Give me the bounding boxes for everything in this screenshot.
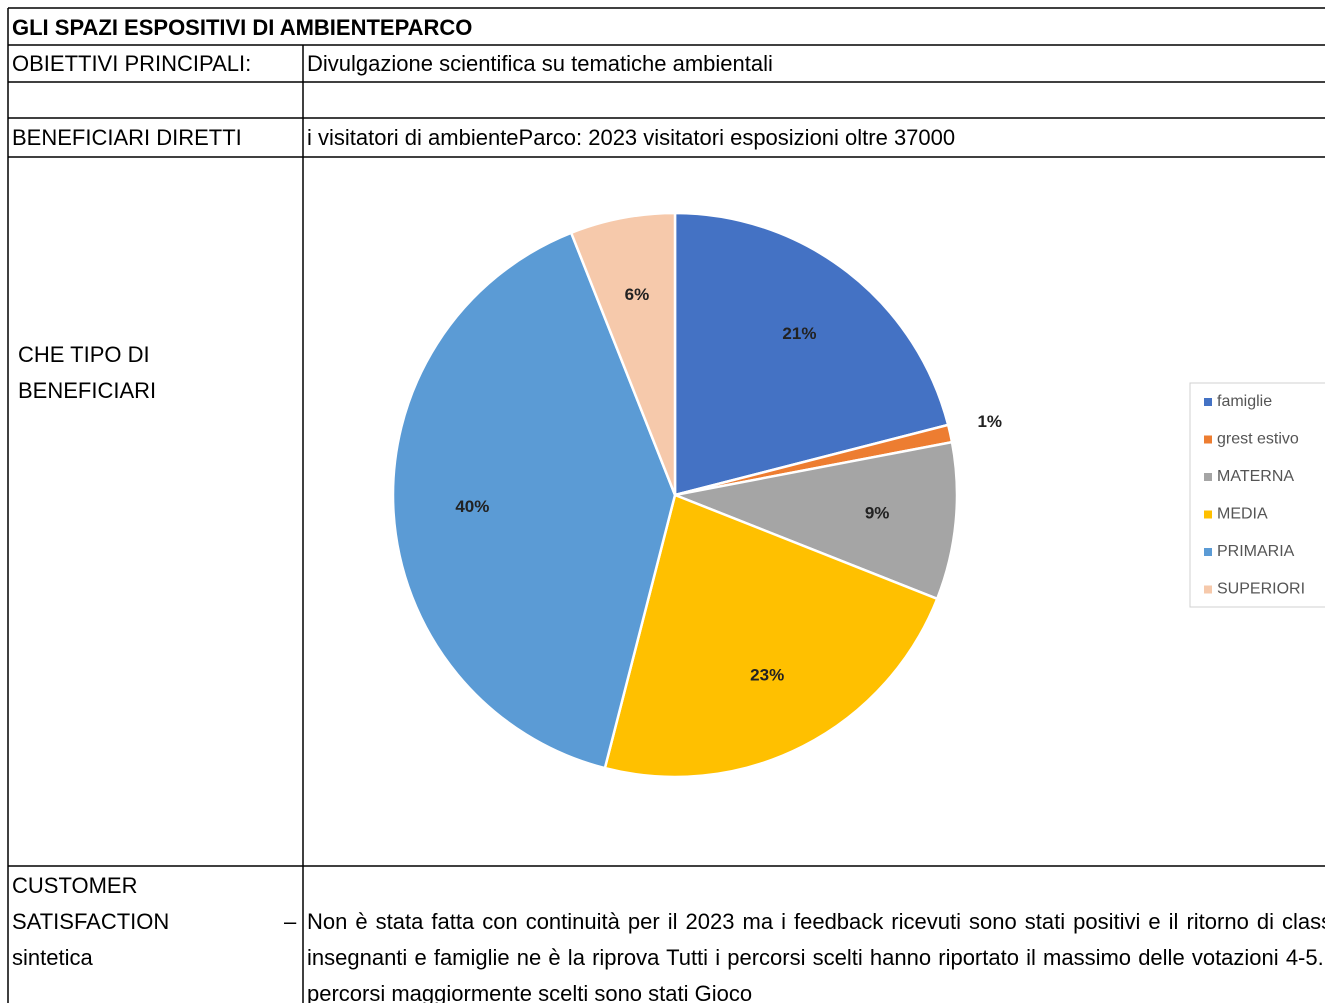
title: GLI SPAZI ESPOSITIVI DI AMBIENTEPARCO bbox=[12, 15, 473, 40]
data-label: 6% bbox=[625, 285, 650, 304]
pie-slice bbox=[569, 211, 677, 496]
row-label: OBIETTIVI PRINCIPALI: bbox=[12, 51, 252, 76]
legend-label: PRIMARIA bbox=[1217, 543, 1295, 560]
data-label: 23% bbox=[750, 665, 784, 684]
legend-label: SUPERIORI bbox=[1217, 581, 1305, 598]
dash: – bbox=[284, 909, 297, 934]
legend-label: grest estivo bbox=[1217, 431, 1299, 448]
pie-slice bbox=[391, 231, 677, 770]
legend-swatch bbox=[1204, 435, 1212, 444]
data-label: 21% bbox=[782, 324, 816, 343]
table-grid bbox=[7, 7, 1325, 1003]
legend-label: MEDIA bbox=[1217, 506, 1268, 523]
legend-swatch bbox=[1204, 548, 1212, 556]
legend-box bbox=[1189, 382, 1325, 608]
pie-slice bbox=[673, 211, 950, 497]
row-value: Non è stata fatta con continuità per il … bbox=[307, 909, 1325, 1003]
legend-swatch bbox=[1204, 473, 1212, 481]
legend-swatch bbox=[1204, 510, 1212, 519]
row-label: CHE TIPO DI BENEFICIARI bbox=[18, 342, 157, 403]
data-label: 9% bbox=[865, 504, 890, 523]
row-label: CUSTOMER SATISFACTION sintetica bbox=[12, 873, 170, 970]
pie-slice bbox=[603, 493, 939, 779]
row-label: BENEFICIARI DIRETTI bbox=[12, 125, 242, 150]
legend-label: famiglie bbox=[1217, 393, 1272, 410]
legend-swatch bbox=[1204, 398, 1212, 406]
data-label: 1% bbox=[977, 412, 1002, 431]
row-value: Divulgazione scientifica su tematiche am… bbox=[307, 51, 773, 76]
data-label: 40% bbox=[455, 497, 489, 516]
pie-slice bbox=[670, 440, 959, 601]
row-value: i visitatori di ambienteParco: 2023 visi… bbox=[307, 125, 956, 150]
legend-label: MATERNA bbox=[1217, 468, 1294, 485]
legend-swatch bbox=[1204, 585, 1212, 594]
